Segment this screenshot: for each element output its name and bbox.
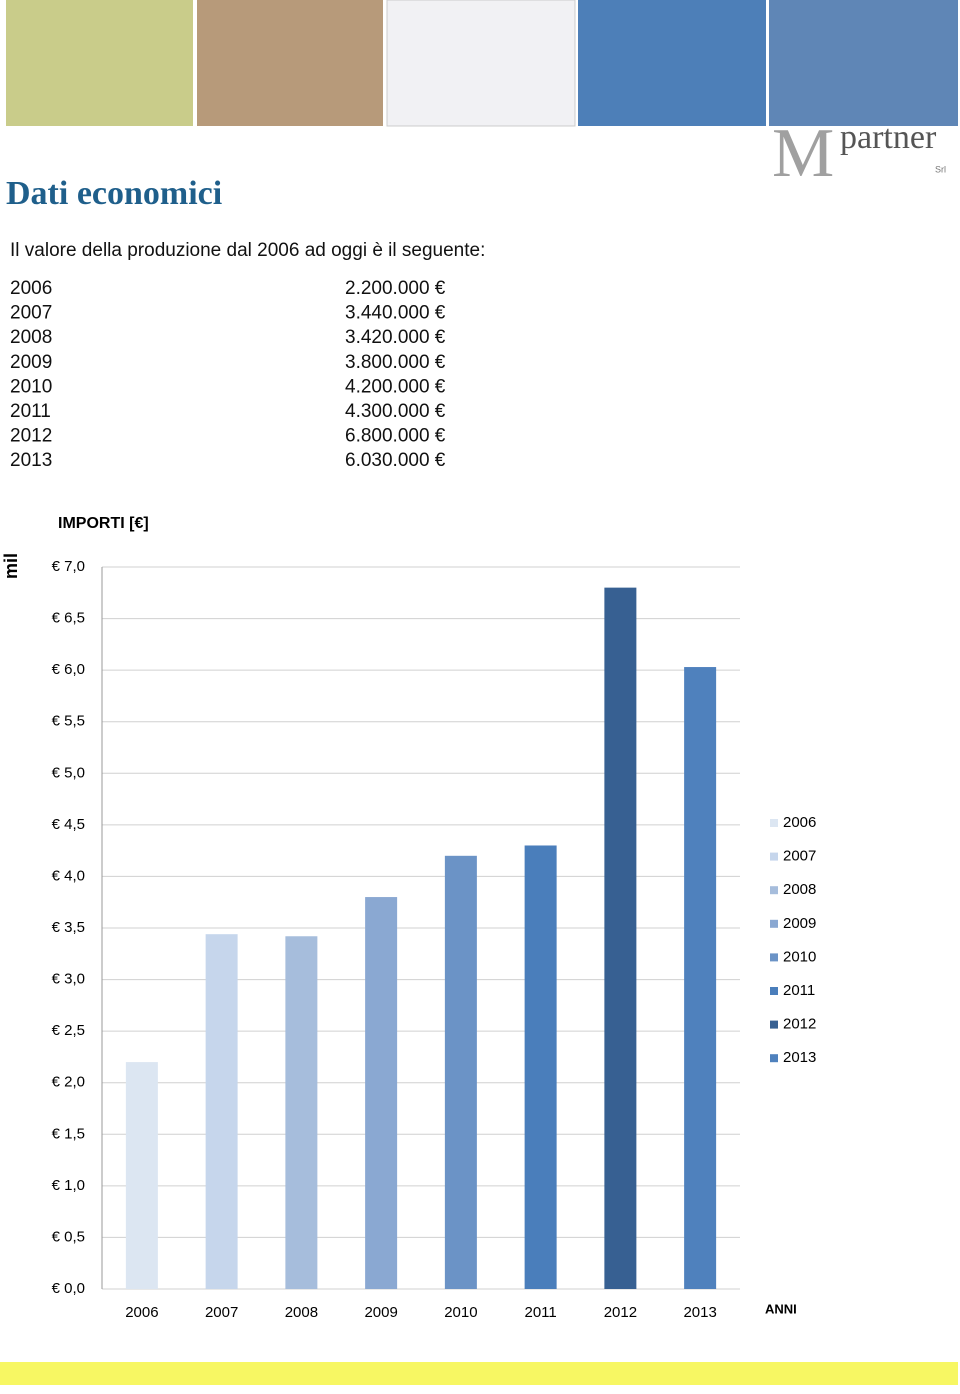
legend-swatch <box>770 852 778 861</box>
bar <box>604 587 637 1289</box>
table-year: 2010 <box>10 376 52 397</box>
table-year: 2008 <box>10 327 52 348</box>
title: Dati economici <box>6 175 222 212</box>
table-value: 3.440.000 € <box>345 303 446 324</box>
y-tick-label: € 5,0 <box>52 764 85 781</box>
table-value: 4.300.000 € <box>345 401 446 422</box>
table-year: 2007 <box>10 303 52 324</box>
bar <box>285 936 318 1289</box>
chart-title: IMPORTI [€] <box>58 515 149 532</box>
legend-label: 2012 <box>783 1016 816 1033</box>
photo <box>197 0 383 126</box>
legend-swatch <box>770 987 778 995</box>
legend-swatch <box>770 1020 778 1029</box>
x-tick-label: 2007 <box>205 1304 238 1321</box>
y-tick-label: € 4,5 <box>52 816 85 833</box>
bar <box>205 934 238 1289</box>
photo <box>6 0 193 126</box>
y-tick-label: € 0,5 <box>52 1228 85 1245</box>
x-tick-label: 2011 <box>524 1304 556 1321</box>
legend-label: 2010 <box>783 948 816 965</box>
intro: Il valore della produzione dal 2006 ad o… <box>10 240 485 261</box>
table-year: 2006 <box>10 278 52 299</box>
x-tick-label: 2012 <box>604 1304 637 1321</box>
y-tick-label: € 3,5 <box>52 919 85 936</box>
y-tick-label: € 7,0 <box>52 558 85 575</box>
y-tick-label: € 5,5 <box>52 713 85 730</box>
logo-sub: Srl <box>935 164 946 174</box>
table-year: 2011 <box>10 401 51 422</box>
bar <box>524 845 557 1289</box>
legend-label: 2007 <box>783 848 816 865</box>
logo-letter: M <box>772 115 834 192</box>
legend-swatch <box>770 1054 778 1063</box>
bar <box>365 897 398 1289</box>
x-tick-label: 2010 <box>444 1304 477 1321</box>
table-year: 2012 <box>10 426 52 447</box>
y-tick-label: € 6,0 <box>52 661 85 678</box>
legend-label: 2006 <box>783 814 816 831</box>
x-tick-label: 2006 <box>125 1304 158 1321</box>
x-tick-label: 2009 <box>364 1304 397 1321</box>
bar <box>444 855 477 1289</box>
y-tick-label: € 6,5 <box>52 610 85 627</box>
photo <box>769 0 958 126</box>
legend-label: 2013 <box>783 1049 816 1066</box>
table-value: 6.030.000 € <box>345 450 446 471</box>
y-tick-label: € 1,0 <box>52 1177 85 1194</box>
y-tick-label: € 2,5 <box>52 1022 85 1039</box>
y-tick-label: € 4,0 <box>52 867 85 884</box>
legend-swatch <box>770 819 778 827</box>
y-tick-label: € 0,0 <box>52 1280 85 1297</box>
legend-swatch <box>770 919 778 928</box>
photo <box>386 0 576 127</box>
y-axis-label: mil <box>1 553 21 579</box>
legend-label: 2008 <box>783 881 816 898</box>
legend-label: 2011 <box>783 982 815 999</box>
table-value: 4.200.000 € <box>345 376 446 397</box>
table-value: 3.800.000 € <box>345 352 446 373</box>
table-value: 2.200.000 € <box>345 278 446 299</box>
bar <box>125 1062 158 1289</box>
x-axis-label: ANNI <box>765 1301 797 1316</box>
legend-swatch <box>770 953 778 962</box>
bar <box>684 667 717 1289</box>
table-value: 3.420.000 € <box>345 327 446 348</box>
footer-band <box>0 1362 958 1385</box>
legend-swatch <box>770 886 778 895</box>
table-value: 6.800.000 € <box>345 426 446 447</box>
photo <box>578 0 766 126</box>
x-tick-label: 2008 <box>285 1304 318 1321</box>
logo-text: partner <box>840 119 937 156</box>
table-year: 2013 <box>10 450 52 471</box>
table-year: 2009 <box>10 352 52 373</box>
x-tick-label: 2013 <box>683 1304 716 1321</box>
y-tick-label: € 3,0 <box>52 971 85 988</box>
legend-label: 2009 <box>783 915 816 932</box>
y-tick-label: € 1,5 <box>52 1125 85 1142</box>
y-tick-label: € 2,0 <box>52 1074 85 1091</box>
